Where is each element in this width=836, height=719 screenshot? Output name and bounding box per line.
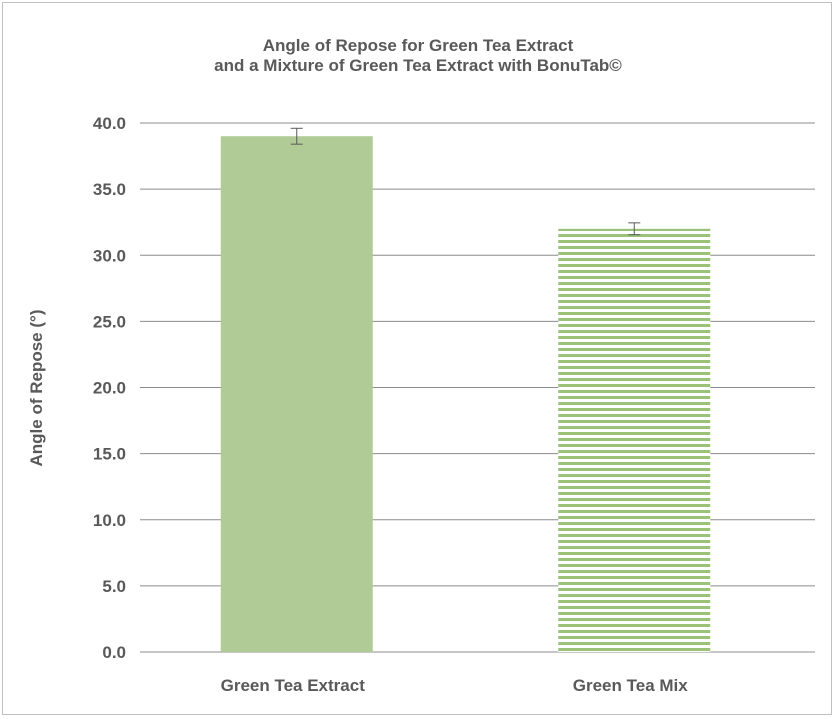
y-tick-label: 15.0 <box>93 445 126 464</box>
y-tick-label: 40.0 <box>93 114 126 133</box>
error-bar-1 <box>290 127 303 145</box>
y-tick-label: 20.0 <box>93 379 126 398</box>
y-tick-label: 5.0 <box>102 577 126 596</box>
error-bar-2 <box>628 222 641 236</box>
y-tick-label: 0.0 <box>102 643 126 662</box>
x-tick-label: Green Tea Extract <box>221 676 366 695</box>
y-tick-label: 35.0 <box>93 180 126 199</box>
y-tick-label: 25.0 <box>93 312 126 331</box>
y-tick-label: 30.0 <box>93 246 126 265</box>
bars <box>220 136 711 653</box>
y-tick-labels: 0.0 5.0 10.0 15.0 20.0 25.0 30.0 35.0 40.0 <box>93 114 126 662</box>
error-bars <box>290 127 641 236</box>
bar-1 <box>220 136 373 653</box>
bar-2 <box>558 228 711 653</box>
chart-title-line2: and a Mixture of Green Tea Extract with … <box>214 56 622 75</box>
x-tick-labels: Green Tea Extract Green Tea Mix <box>221 676 689 695</box>
x-tick-label: Green Tea Mix <box>573 676 688 695</box>
chart-title-line1: Angle of Repose for Green Tea Extract <box>262 36 574 55</box>
y-tick-label: 10.0 <box>93 511 126 530</box>
